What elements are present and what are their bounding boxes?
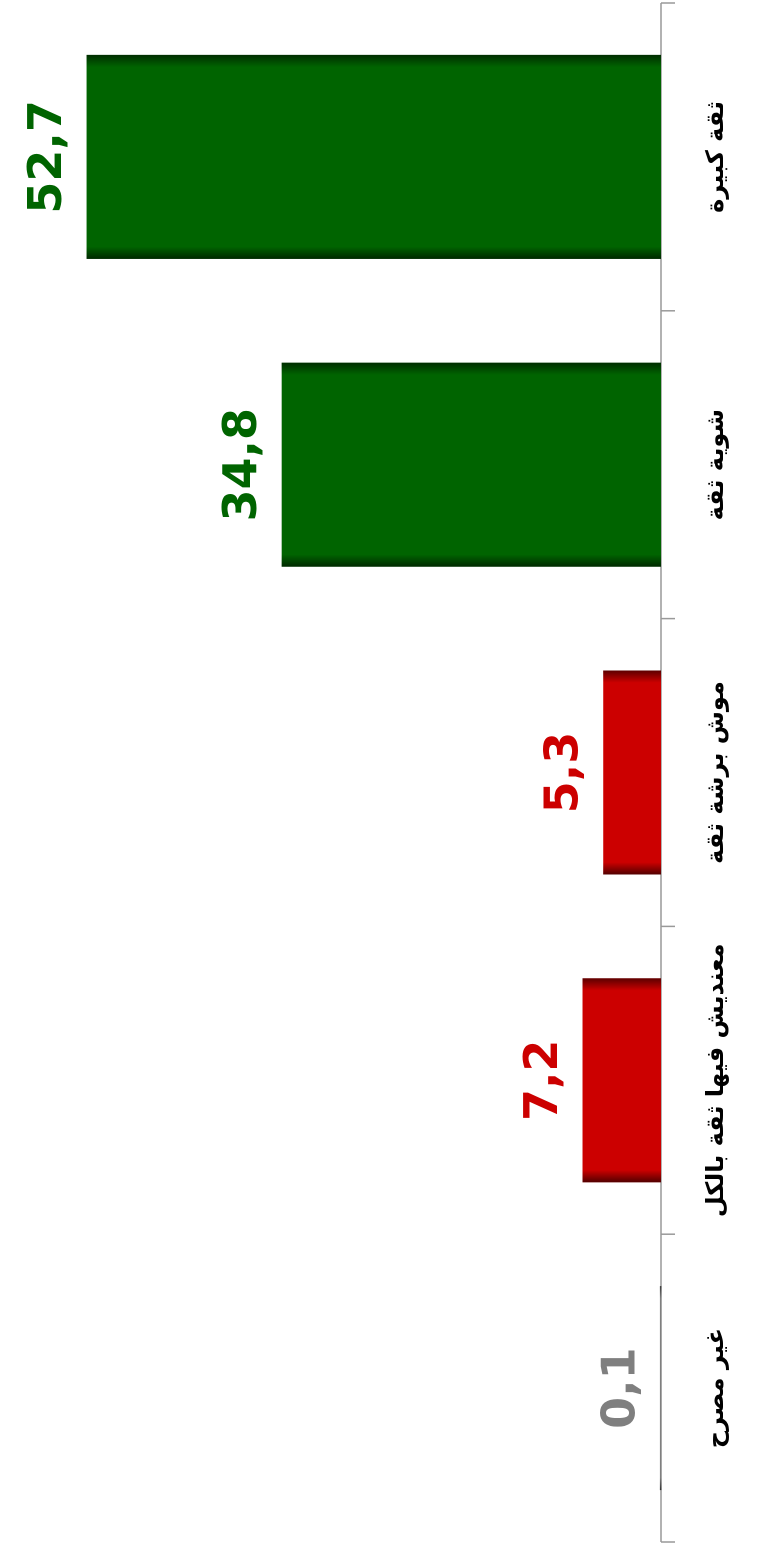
- category-label: ثقة كبيرة: [701, 101, 729, 213]
- bar-shade: [659, 1286, 662, 1491]
- category-label: غير مصرح: [701, 1328, 729, 1448]
- value-label: 34,8: [213, 408, 267, 522]
- bar-shade: [86, 54, 661, 259]
- value-label: 52,7: [18, 100, 72, 213]
- bar-shade: [603, 670, 661, 875]
- value-label: 7,2: [514, 1040, 568, 1122]
- value-label: 0,1: [591, 1347, 645, 1429]
- category-label: معنديش فيها ثقة بالكل: [701, 943, 729, 1217]
- category-label: شوية ثقة: [701, 409, 729, 520]
- bar-shade: [281, 362, 661, 567]
- value-label: 5,3: [535, 732, 589, 814]
- bar-shade: [582, 978, 661, 1183]
- category-label: موش برشة ثقة: [701, 681, 729, 864]
